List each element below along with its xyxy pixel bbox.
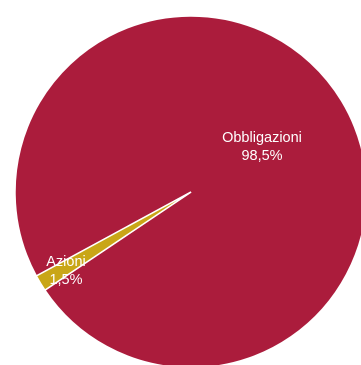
slice-label-obbligazioni-name: Obbligazioni: [222, 130, 302, 146]
slice-label-azioni-value: 1,5%: [49, 272, 82, 288]
slice-label-azioni-name: Azioni: [46, 254, 86, 270]
slice-azioni: [35, 191, 192, 292]
slice-obbligazioni: [14, 15, 361, 365]
slice-label-obbligazioni-value: 98,5%: [241, 148, 282, 164]
pie-slices: [14, 15, 361, 365]
